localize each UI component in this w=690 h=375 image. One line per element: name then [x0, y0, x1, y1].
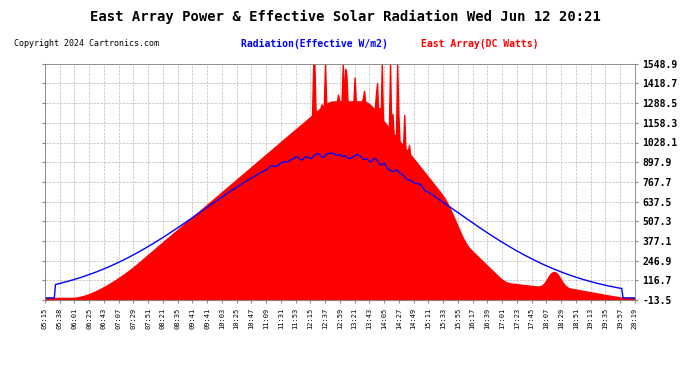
Text: East Array Power & Effective Solar Radiation Wed Jun 12 20:21: East Array Power & Effective Solar Radia… [90, 9, 600, 24]
Text: Radiation(Effective W/m2): Radiation(Effective W/m2) [241, 39, 388, 50]
Text: East Array(DC Watts): East Array(DC Watts) [421, 39, 538, 50]
Text: Copyright 2024 Cartronics.com: Copyright 2024 Cartronics.com [14, 39, 159, 48]
